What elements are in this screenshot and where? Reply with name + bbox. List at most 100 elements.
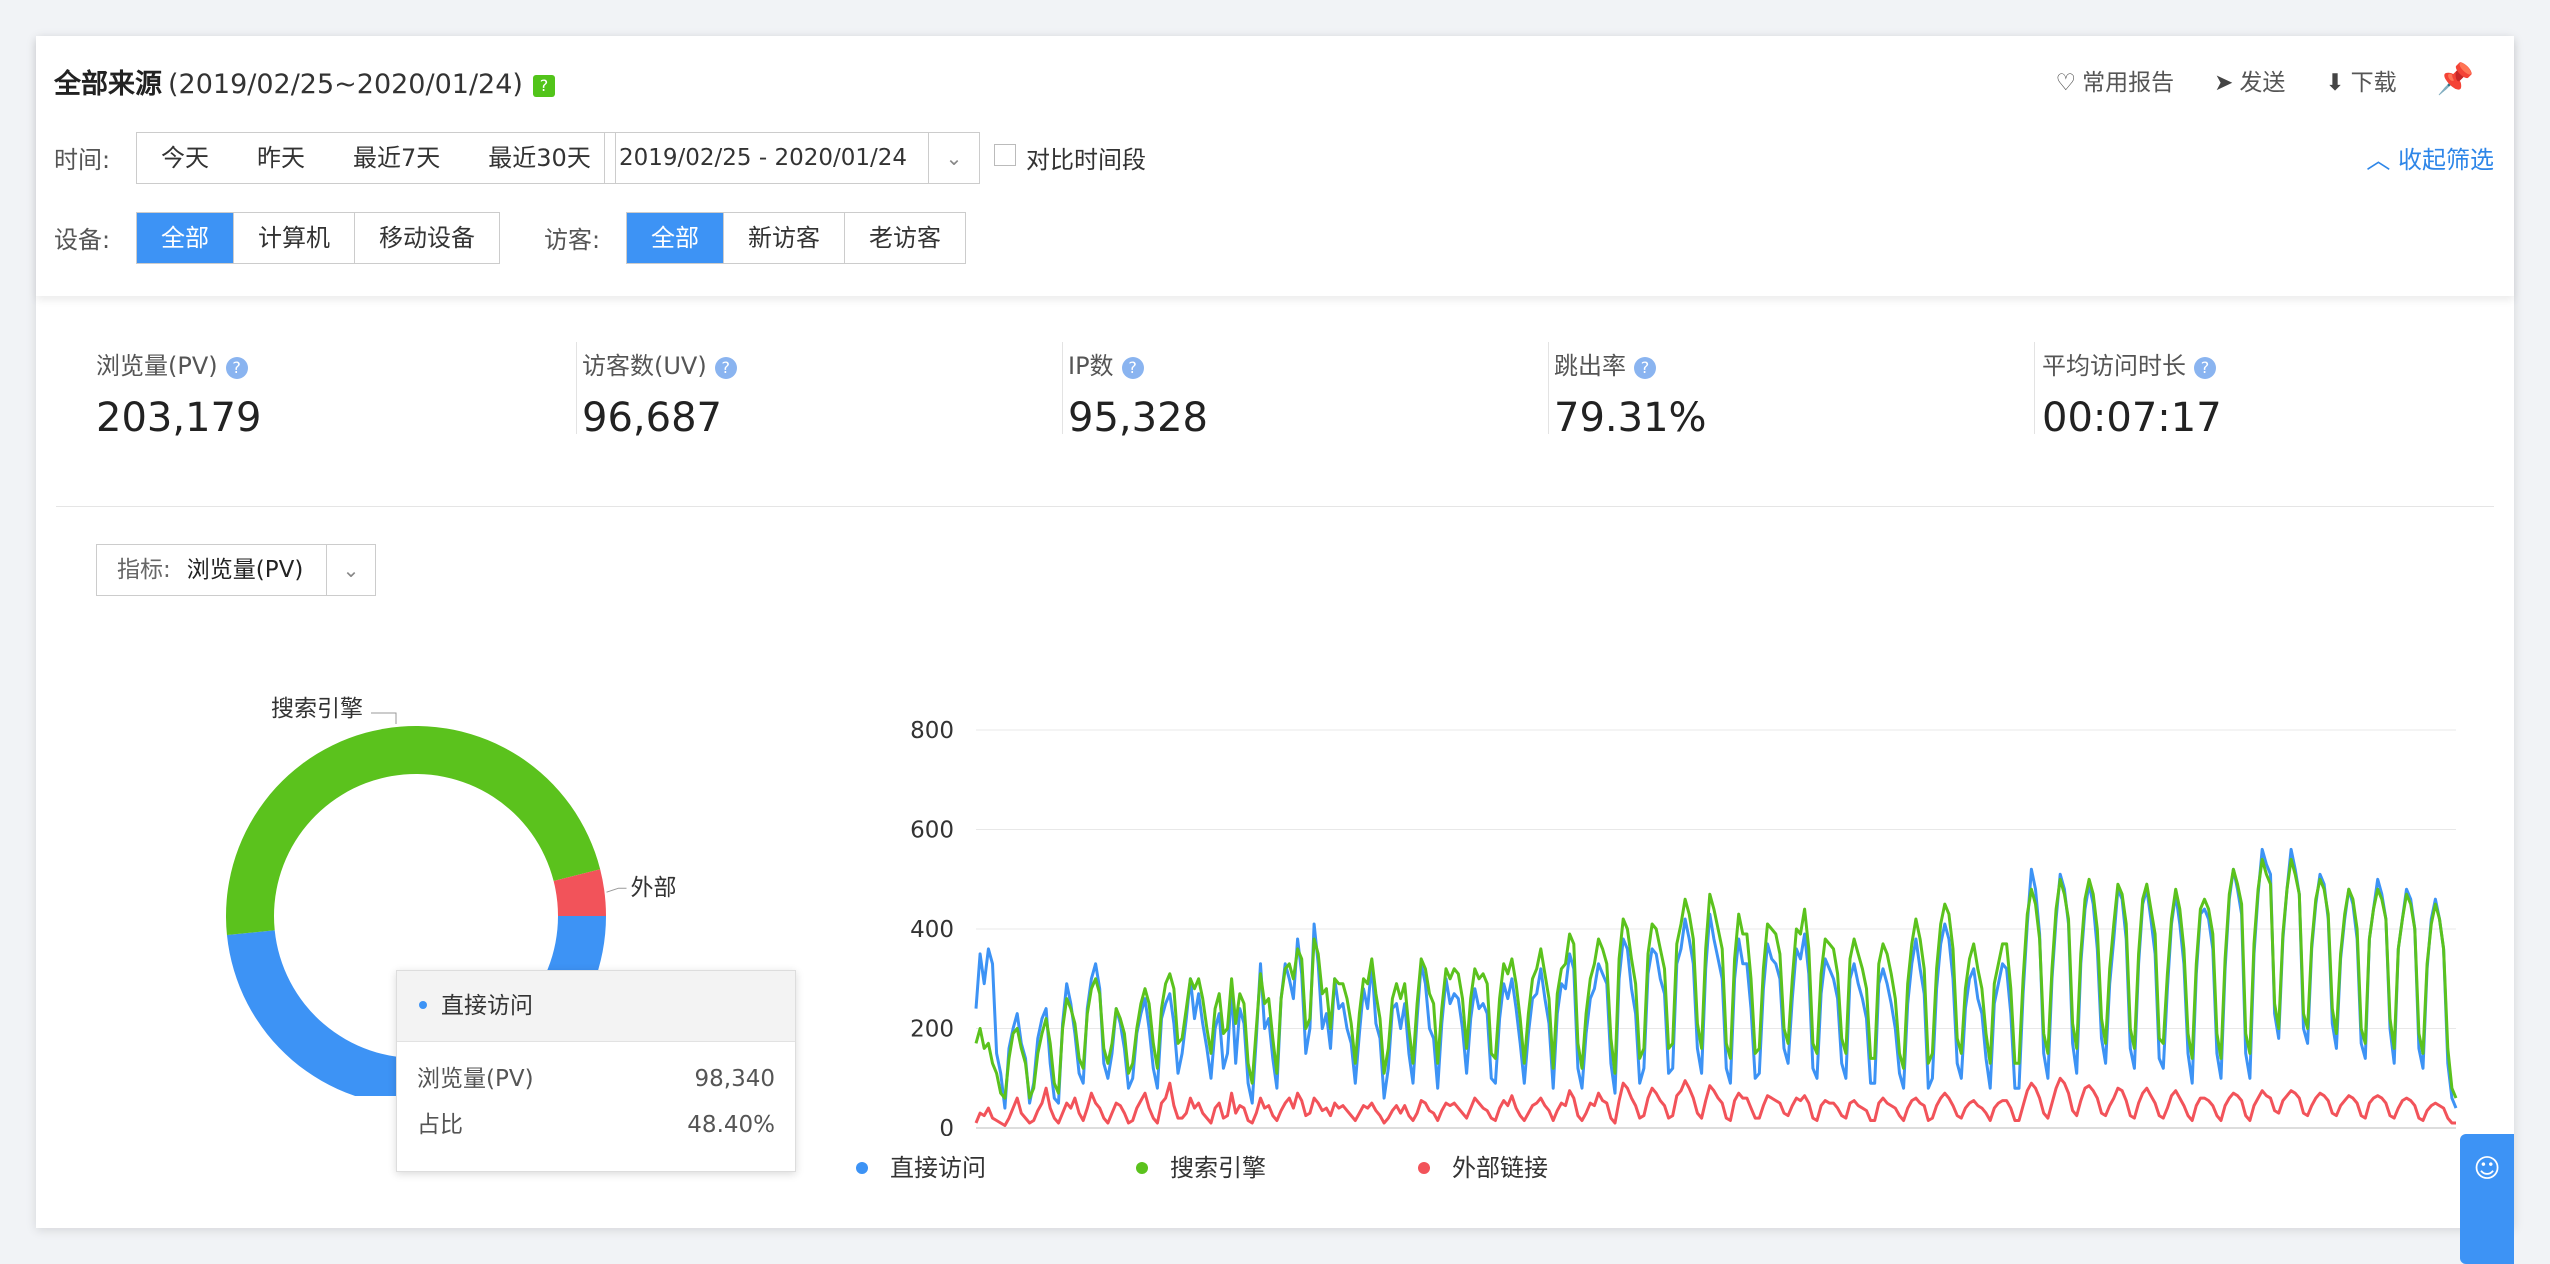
- metric-label: IP数: [1068, 352, 1114, 380]
- divider: [2034, 342, 2035, 434]
- download-icon: ⬇: [2325, 69, 2345, 96]
- page-title: 全部来源: [54, 69, 162, 100]
- time-option-last7[interactable]: 最近7天: [353, 144, 441, 172]
- series-line-search[interactable]: [974, 857, 2458, 1100]
- label-leader-line: [606, 887, 627, 893]
- metric-value: 95,328: [1068, 395, 1208, 441]
- time-option-last30[interactable]: 最近30天: [488, 144, 591, 172]
- favorite-report-button[interactable]: ♡ 常用报告: [2055, 63, 2174, 97]
- visitor-select: 全部 新访客 老访客: [626, 212, 966, 264]
- metric-label: 浏览量(PV): [96, 352, 218, 380]
- device-option-all[interactable]: 全部: [137, 213, 234, 263]
- device-label: 设备:: [54, 226, 111, 254]
- time-label: 时间:: [54, 146, 111, 174]
- metric-value: 79.31%: [1554, 395, 1707, 441]
- y-tick-label: 800: [910, 718, 954, 744]
- slice-search[interactable]: [226, 725, 601, 936]
- download-label: 下载: [2350, 69, 2397, 96]
- slice-external[interactable]: [553, 869, 606, 916]
- collapse-filter-button[interactable]: ︿ 收起筛选: [2366, 140, 2494, 175]
- metric-label: 平均访问时长: [2042, 352, 2186, 380]
- metric-value: 00:07:17: [2042, 395, 2222, 441]
- metric-value: 96,687: [582, 395, 722, 441]
- help-icon[interactable]: ?: [225, 357, 248, 379]
- top-actions: ♡ 常用报告 ➤ 发送 ⬇ 下载 📌: [2055, 62, 2474, 97]
- tooltip-key: 浏览量(PV): [417, 1066, 534, 1092]
- series-line-external[interactable]: [974, 1076, 2456, 1127]
- metric-bounce-rate: 跳出率? 79.31%: [1554, 346, 1707, 441]
- device-select: 全部 计算机 移动设备: [136, 212, 500, 264]
- heart-icon: ♡: [2055, 69, 2077, 96]
- device-option-mobile[interactable]: 移动设备: [379, 224, 475, 252]
- chevron-down-icon[interactable]: ⌄: [928, 133, 979, 183]
- divider: [1062, 342, 1063, 434]
- series-dot-icon: [419, 1001, 427, 1009]
- metric-avg-duration: 平均访问时长? 00:07:17: [2042, 346, 2222, 441]
- legend-item-direct[interactable]: 直接访问: [856, 1148, 986, 1183]
- chevron-down-icon[interactable]: ⌄: [326, 545, 375, 595]
- legend-item-external[interactable]: 外部链接: [1418, 1148, 1548, 1183]
- metric-uv: 访客数(UV)? 96,687: [582, 346, 737, 441]
- metric-label: 跳出率: [1554, 352, 1626, 380]
- date-range-value: 2019/02/25 - 2020/01/24: [619, 145, 908, 171]
- help-icon[interactable]: ?: [1634, 357, 1656, 379]
- compare-label: 对比时间段: [1026, 146, 1146, 174]
- tooltip-value: 48.40%: [687, 1112, 775, 1138]
- send-label: 发送: [2239, 69, 2286, 96]
- slice-label: 外部链接: [631, 875, 676, 901]
- help-icon[interactable]: ?: [1121, 357, 1144, 379]
- report-title: 全部来源 (2019/02/25~2020/01/24)?: [54, 62, 555, 101]
- metric-pv: 浏览量(PV)? 203,179: [96, 346, 261, 441]
- chat-support-button[interactable]: ☺: [2460, 1134, 2514, 1264]
- visitor-option-new[interactable]: 新访客: [724, 213, 845, 263]
- time-option-yesterday[interactable]: 昨天: [257, 144, 305, 172]
- legend-item-search[interactable]: 搜索引擎: [1136, 1148, 1266, 1183]
- legend-label: 外部链接: [1452, 1154, 1548, 1182]
- report-card: 全部来源 (2019/02/25~2020/01/24)? ♡ 常用报告 ➤ 发送 ⬇…: [36, 36, 2514, 1264]
- visitor-option-all[interactable]: 全部: [627, 213, 724, 263]
- title-date-range: (2019/02/25~2020/01/24): [168, 69, 523, 100]
- legend-dot-icon: [1418, 1162, 1430, 1174]
- time-option-today[interactable]: 今天: [161, 144, 209, 172]
- help-icon[interactable]: ?: [2194, 357, 2216, 379]
- series-line-direct[interactable]: [974, 847, 2458, 1110]
- metrics-summary: 浏览量(PV)? 203,179 访客数(UV)? 96,687 IP数? 95…: [56, 306, 2494, 507]
- send-icon: ➤: [2214, 69, 2234, 96]
- chevron-up-icon: ︿: [2366, 146, 2398, 174]
- send-button[interactable]: ➤ 发送: [2214, 63, 2285, 97]
- help-badge-icon[interactable]: ?: [532, 75, 555, 97]
- chat-icon: ☺: [2473, 1154, 2501, 1184]
- tooltip-value: 98,340: [694, 1066, 775, 1092]
- legend-label: 直接访问: [890, 1154, 986, 1182]
- favorite-report-label: 常用报告: [2082, 69, 2175, 96]
- help-icon[interactable]: ?: [714, 357, 737, 379]
- device-option-computer[interactable]: 计算机: [234, 213, 355, 263]
- collapse-filter-label: 收起筛选: [2398, 146, 2494, 174]
- metric-selector-value: 浏览量(PV): [186, 557, 304, 583]
- label-leader-line: [371, 712, 397, 724]
- y-tick-label: 0: [939, 1116, 954, 1136]
- time-quick-select: 今天 昨天 最近7天 最近30天: [136, 132, 616, 184]
- compare-checkbox[interactable]: [994, 144, 1016, 166]
- filter-panel: 全部来源 (2019/02/25~2020/01/24)? ♡ 常用报告 ➤ 发送 ⬇…: [36, 36, 2514, 296]
- download-button[interactable]: ⬇ 下载: [2325, 63, 2396, 97]
- metric-selector-label: 指标:: [117, 557, 171, 583]
- metric-value: 203,179: [96, 395, 262, 441]
- tooltip-title: 直接访问: [441, 993, 533, 1019]
- pin-icon[interactable]: 📌: [2436, 62, 2474, 97]
- visitor-option-returning[interactable]: 老访客: [869, 224, 941, 252]
- legend-dot-icon: [856, 1162, 868, 1174]
- divider: [1548, 342, 1549, 434]
- metric-selector[interactable]: 指标: 浏览量(PV) ⌄: [96, 544, 376, 596]
- date-range-input[interactable]: 2019/02/25 - 2020/01/24 ⌄: [604, 132, 980, 184]
- chart-tooltip: 直接访问 浏览量(PV) 98,340 占比 48.40%: [396, 970, 796, 1172]
- slice-label: 搜索引擎: [271, 696, 363, 722]
- y-tick-label: 400: [910, 917, 954, 943]
- legend-label: 搜索引擎: [1170, 1154, 1266, 1182]
- visitor-label: 访客:: [544, 226, 601, 254]
- y-tick-label: 200: [910, 1017, 954, 1043]
- metric-ip: IP数? 95,328: [1068, 346, 1208, 441]
- tooltip-key: 占比: [417, 1112, 463, 1138]
- legend-dot-icon: [1136, 1162, 1148, 1174]
- divider: [576, 342, 577, 434]
